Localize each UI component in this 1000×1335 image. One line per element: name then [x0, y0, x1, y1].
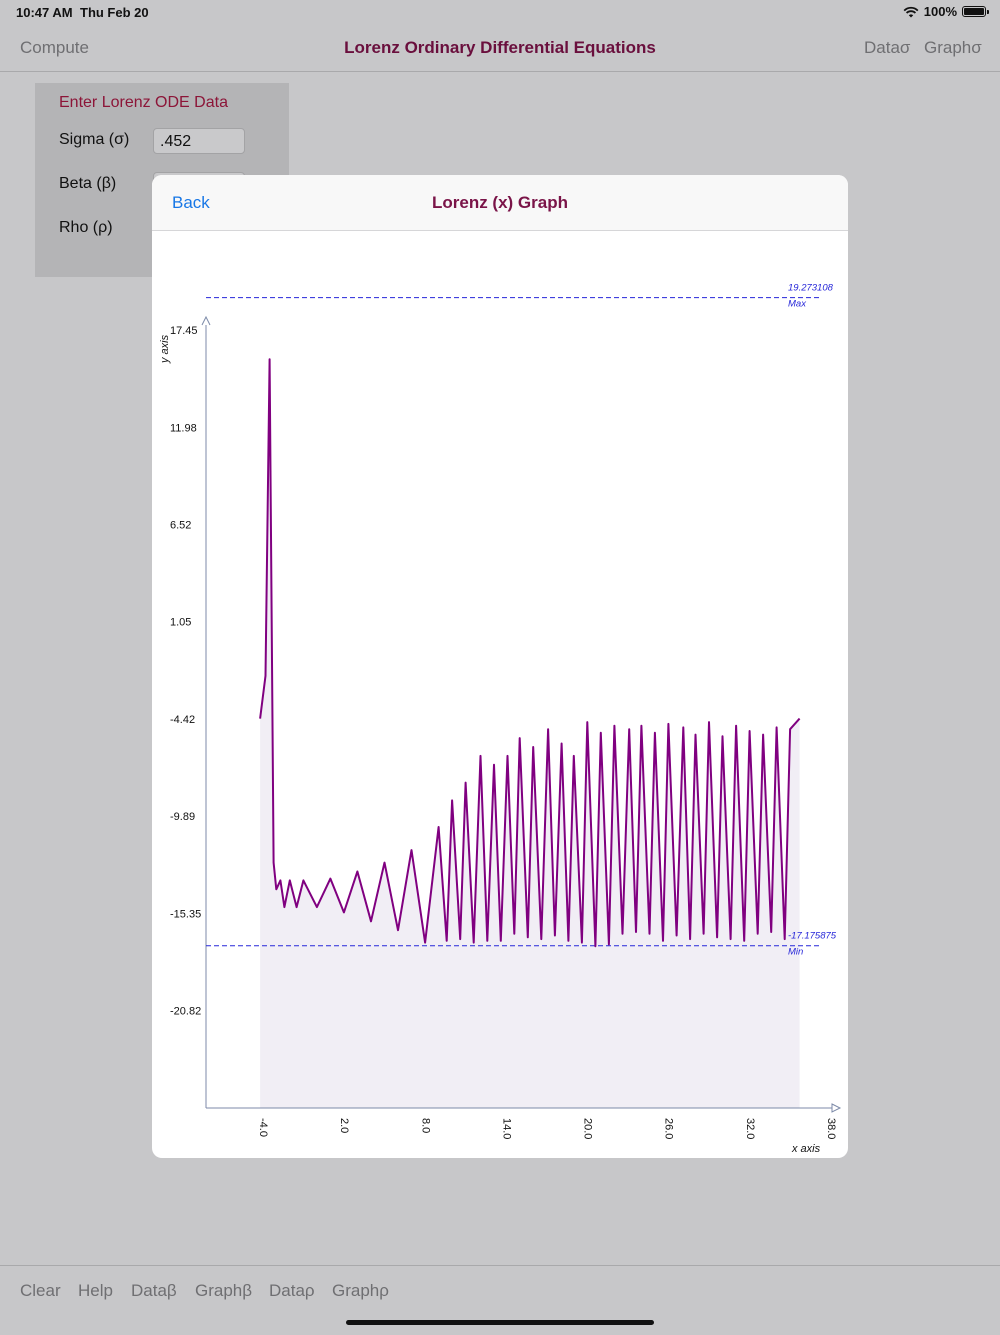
x-tick-label: 38.0: [825, 1118, 837, 1139]
modal-title: Lorenz (x) Graph: [431, 193, 568, 212]
x-tick-label: 20.0: [582, 1118, 594, 1139]
page-title: Lorenz Ordinary Differential Equations: [344, 38, 656, 57]
x-axis-label: x axis: [791, 1143, 821, 1155]
x-tick-label: 32.0: [744, 1118, 756, 1139]
clear-button[interactable]: Clear: [20, 1281, 61, 1300]
y-tick-label: 17.45: [170, 325, 198, 337]
battery-icon: [962, 6, 989, 17]
compute-button[interactable]: Compute: [20, 38, 89, 57]
y-tick-label: -4.42: [170, 714, 195, 726]
help-button[interactable]: Help: [78, 1281, 113, 1300]
data-beta-button[interactable]: Dataβ: [131, 1281, 177, 1300]
y-tick-label: 11.98: [170, 422, 197, 434]
status-bar: 10:47 AM Thu Feb 20 100%: [0, 0, 1000, 24]
series-line: [259, 358, 801, 948]
max-tag-label: Max: [788, 299, 807, 310]
x-tick-label: 26.0: [663, 1118, 675, 1139]
data-sigma-button[interactable]: Dataσ: [864, 38, 911, 57]
navigation-bar: Compute Lorenz Ordinary Differential Equ…: [0, 24, 1000, 72]
y-tick-label: -15.35: [170, 908, 201, 920]
series-area-fill: [260, 359, 800, 1108]
x-tick-label: 8.0: [419, 1118, 431, 1133]
modal-header: Back Lorenz (x) Graph: [152, 175, 848, 231]
graph-modal: Back Lorenz (x) Graph 17.45 11.98 6.52 1.05…: [152, 175, 848, 1158]
y-tick-label: 6.52: [170, 519, 191, 531]
graph-sigma-button[interactable]: Graphσ: [924, 38, 982, 57]
y-tick-label: -20.82: [170, 1006, 201, 1018]
sigma-input[interactable]: .452: [153, 128, 245, 154]
x-axis-arrow: [831, 1103, 842, 1113]
status-right: 100%: [903, 4, 989, 19]
graph-rho-button[interactable]: Graphρ: [332, 1281, 389, 1300]
y-axis-label: y axis: [159, 334, 171, 364]
wifi-icon: [903, 6, 919, 17]
data-rho-button[interactable]: Dataρ: [269, 1281, 315, 1300]
rho-label: Rho (ρ): [59, 219, 113, 236]
form-title: Enter Lorenz ODE Data: [59, 94, 228, 111]
back-button[interactable]: Back: [172, 193, 210, 212]
x-tick-label: 14.0: [501, 1118, 513, 1139]
bottom-toolbar: Clear Help Dataβ Graphβ Dataρ Graphρ: [0, 1265, 1000, 1335]
sigma-label: Sigma (σ): [59, 131, 130, 148]
y-axis-arrow: [201, 315, 211, 326]
status-time: 10:47 AM: [16, 5, 73, 20]
y-tick-label: -9.89: [170, 811, 195, 823]
graph-beta-button[interactable]: Graphβ: [195, 1281, 253, 1300]
x-tick-label: -4.0: [257, 1118, 269, 1137]
min-tag-label: Min: [788, 947, 803, 958]
beta-label: Beta (β): [59, 175, 117, 192]
min-value-label: -17.175875: [788, 931, 837, 942]
lorenz-x-chart: 17.45 11.98 6.52 1.05 -4.42 -9.89 -15.35 -20.82…: [159, 283, 842, 1155]
status-date: Thu Feb 20: [80, 5, 149, 20]
max-value-label: 19.273108: [788, 283, 834, 294]
home-indicator[interactable]: [346, 1320, 654, 1325]
y-tick-label: 1.05: [170, 617, 191, 629]
x-tick-label: 2.0: [338, 1118, 350, 1133]
battery-percent: 100%: [923, 4, 957, 19]
